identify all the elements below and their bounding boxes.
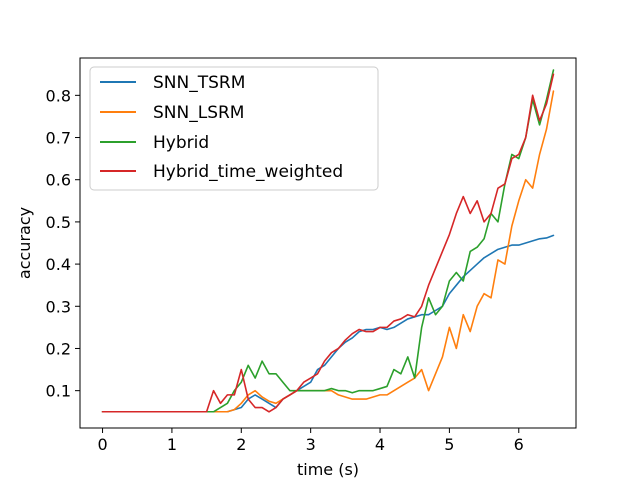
- x-tick-label: 1: [167, 435, 177, 454]
- series-line-hybrid: [101, 69, 555, 413]
- y-axis-label: accuracy: [15, 207, 34, 279]
- y-axis-ticks: 0.1 0.2 0.3 0.4 0.5 0.6 0.7 0.8: [46, 86, 80, 401]
- y-tick-label: 0.1: [46, 382, 71, 401]
- series-line-hybrid-time-weighted: [101, 73, 555, 413]
- y-tick-label: 0.2: [46, 339, 71, 358]
- y-tick-label: 0.8: [46, 86, 71, 105]
- x-axis-ticks: 0 1 2 3 4 5 6: [97, 428, 524, 454]
- y-tick-label: 0.7: [46, 129, 71, 148]
- legend-label-hybrid-time-weighted: Hybrid_time_weighted: [153, 162, 343, 182]
- legend-label-snn-tsrm: SNN_TSRM: [153, 73, 245, 93]
- plot-frame: [79, 57, 577, 429]
- x-tick-label: 4: [375, 435, 385, 454]
- series-layer: [101, 69, 555, 413]
- legend-label-hybrid: Hybrid: [153, 133, 209, 153]
- legend-box: [89, 66, 379, 191]
- x-tick-label: 0: [97, 435, 107, 454]
- x-tick-label: 2: [236, 435, 246, 454]
- y-tick-label: 0.5: [46, 213, 71, 232]
- y-tick-label: 0.4: [46, 255, 71, 274]
- series-line-snn-lsrm: [101, 90, 555, 413]
- legend-label-snn-lsrm: SNN_LSRM: [153, 103, 244, 123]
- x-tick-label: 5: [444, 435, 454, 454]
- y-tick-label: 0.6: [46, 171, 71, 190]
- y-tick-label: 0.3: [46, 297, 71, 316]
- legend: SNN_TSRM SNN_LSRM Hybrid Hybrid_time_wei…: [89, 66, 379, 191]
- x-tick-label: 6: [514, 435, 524, 454]
- x-tick-label: 3: [306, 435, 316, 454]
- x-axis-label: time (s): [297, 460, 359, 479]
